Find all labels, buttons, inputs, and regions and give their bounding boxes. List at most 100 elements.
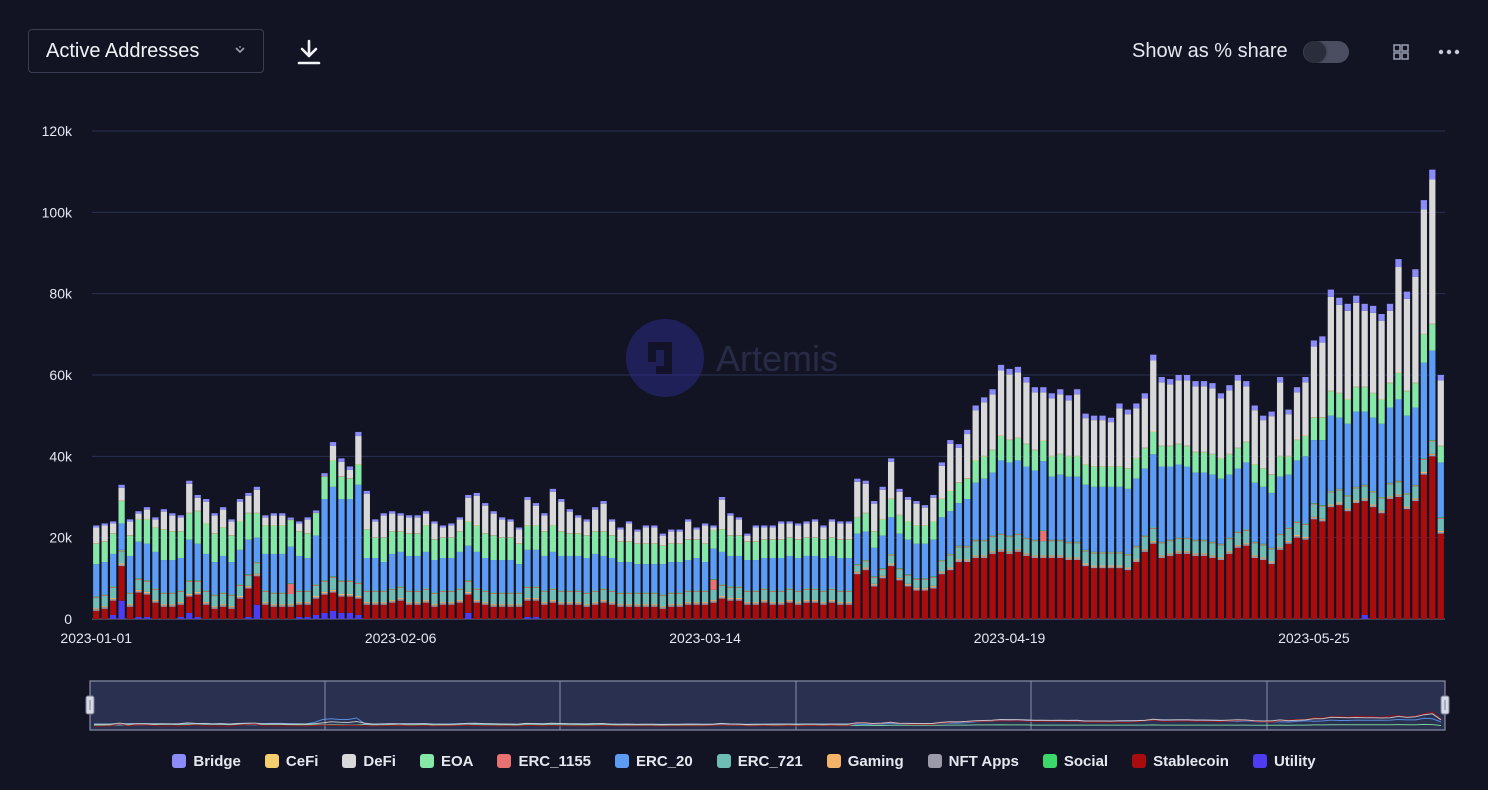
bar-segment (1310, 503, 1318, 505)
bar-segment (1116, 466, 1123, 487)
bar-segment (1141, 447, 1148, 449)
legend-item[interactable]: Bridge (172, 753, 241, 770)
bar-segment (1353, 411, 1360, 487)
x-tick-label: 2023-04-19 (974, 630, 1046, 646)
bar-segment (761, 589, 768, 601)
legend-item[interactable]: EOA (419, 753, 473, 770)
bar-segment (718, 585, 726, 597)
bar-segment (338, 612, 345, 619)
bar-segment (1243, 545, 1250, 619)
bar-segment (1369, 490, 1377, 492)
bar-segment (1429, 441, 1436, 454)
bar-segment (329, 592, 337, 611)
legend-item[interactable]: DeFi (342, 753, 396, 770)
bar-segment (668, 593, 675, 605)
bar-segment (651, 593, 658, 594)
legend-item[interactable]: Stablecoin (1132, 753, 1229, 770)
legend-item[interactable]: Social (1042, 753, 1108, 770)
bar-segment (1403, 291, 1411, 299)
bar-segment (820, 591, 827, 603)
bar-segment (634, 593, 641, 605)
bar-segment (1099, 415, 1106, 421)
legend-item[interactable]: Utility (1252, 753, 1316, 770)
bar-segment (448, 537, 455, 538)
bar-segment (143, 543, 151, 581)
bar-segment (304, 602, 311, 604)
bar-segment (1251, 410, 1258, 465)
bar-segment (701, 523, 709, 526)
bar-segment (1395, 267, 1402, 373)
bar-segment (312, 535, 320, 585)
grid-icon[interactable] (1393, 44, 1409, 60)
legend-item[interactable]: ERC_20 (615, 753, 693, 770)
bar-segment (1133, 457, 1140, 459)
bar-segment (422, 513, 430, 526)
bar-segment (1209, 555, 1216, 557)
bar-segment (608, 519, 616, 522)
metric-select[interactable]: Active Addresses (28, 29, 264, 73)
bar-segment (1065, 395, 1072, 401)
bar-stack (253, 486, 261, 619)
stacked-bar-chart: Artemis 2023-01-01 2023-02-06 2023-03-14 20… (42, 123, 1450, 731)
more-icon[interactable] (1438, 44, 1460, 60)
bar-segment (456, 531, 463, 552)
bar-segment (228, 519, 235, 522)
bar-segment (524, 525, 531, 550)
bar-segment (752, 602, 759, 604)
bar-segment (761, 539, 768, 558)
bar-segment (1412, 498, 1419, 500)
bar-segment (1150, 431, 1157, 455)
bar-segment (710, 525, 717, 528)
legend-item[interactable]: CeFi (264, 753, 318, 770)
bar-stack (1167, 379, 1174, 619)
bar-segment (685, 591, 692, 603)
bar-segment (871, 577, 878, 584)
bar-segment (397, 600, 404, 619)
bar-segment (245, 513, 252, 540)
bar-segment (676, 604, 683, 606)
bar-segment (794, 590, 802, 592)
bar-segment (642, 525, 650, 528)
bar-segment (989, 449, 996, 451)
bar-segment (177, 591, 184, 592)
bar-segment (321, 499, 328, 581)
bar-segment (177, 616, 184, 619)
bar-segment (727, 586, 734, 588)
bar-segment (676, 593, 683, 605)
legend-item[interactable]: Gaming (826, 753, 904, 770)
bar-segment (262, 591, 269, 592)
bar-segment (203, 591, 210, 603)
bar-segment (879, 519, 886, 536)
bar-segment (913, 587, 920, 589)
bar-segment (938, 498, 945, 500)
bar-segment (532, 505, 540, 526)
bar-segment (110, 553, 117, 587)
bar-segment (837, 590, 844, 592)
bar-segment (1251, 405, 1258, 411)
bar-segment (110, 523, 117, 534)
download-icon[interactable] (296, 38, 322, 66)
bar-segment (1243, 386, 1250, 442)
bar-segment (887, 517, 895, 554)
bar-segment (346, 581, 354, 594)
bar-segment (1200, 381, 1208, 387)
legend-item[interactable]: NFT Apps (927, 753, 1019, 770)
legend-swatch (1132, 754, 1147, 768)
bar-segment (845, 603, 852, 605)
bar-segment (152, 600, 159, 602)
bar-segment (608, 604, 616, 619)
bar-segment (786, 600, 793, 602)
bar-segment (160, 529, 168, 530)
bar-segment (1082, 464, 1089, 485)
bar-segment (896, 577, 903, 579)
bar-segment (617, 605, 624, 607)
legend-item[interactable]: ERC_1155 (497, 753, 591, 770)
y-tick-label: 60k (49, 367, 73, 383)
legend-item[interactable]: ERC_721 (716, 753, 803, 770)
share-toggle[interactable] (1303, 41, 1349, 63)
bar-segment (1150, 454, 1157, 528)
bar-segment (558, 590, 565, 592)
bar-segment (1251, 464, 1258, 483)
bar-segment (1183, 380, 1191, 446)
bar-stack (296, 521, 303, 619)
